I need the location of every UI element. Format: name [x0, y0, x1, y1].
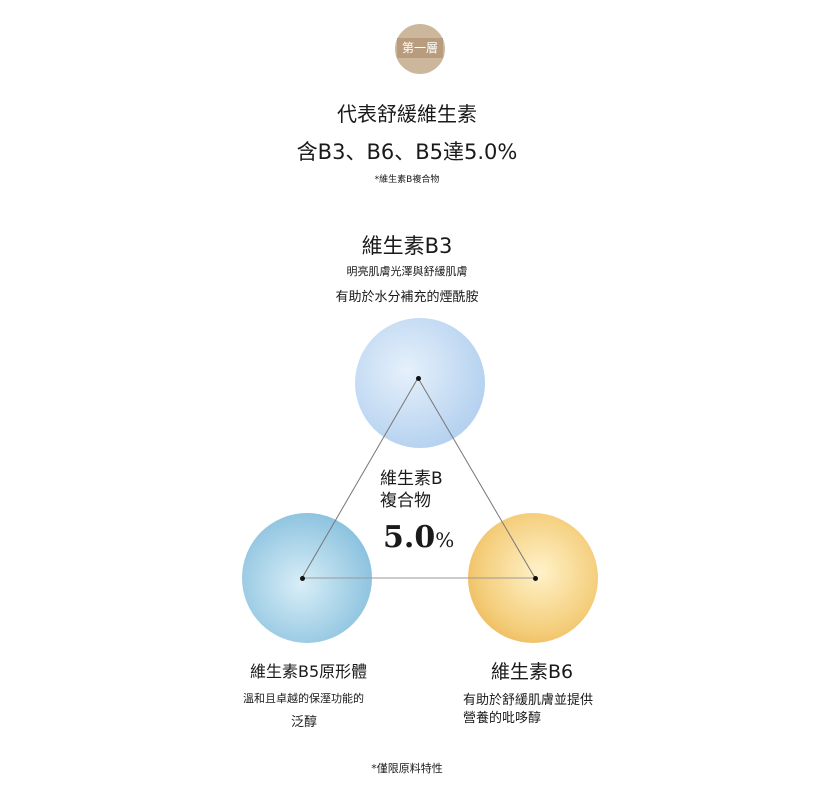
- left-node-dot: [300, 576, 305, 581]
- center-value: 5.0%: [383, 520, 454, 555]
- b3-molecule-image: [355, 318, 485, 448]
- center-value-number: 5.0: [383, 520, 436, 555]
- footnote: *僅限原料特性: [371, 762, 443, 775]
- layer-badge-label: 第一層: [397, 38, 443, 58]
- center-label-line1: 維生素B: [380, 469, 443, 489]
- b5-desc2: 泛醇: [291, 715, 318, 730]
- headline-line2: 含B3、B6、B5達5.0%: [296, 140, 518, 164]
- center-label-line2: 複合物: [380, 491, 431, 511]
- b3-title: 維生素B3: [361, 234, 453, 258]
- center-label: 維生素B 複合物: [380, 468, 443, 512]
- b6-title: 維生素B6: [491, 661, 574, 683]
- b3-desc1: 明亮肌膚光澤與舒緩肌膚: [346, 265, 468, 278]
- headline-line1: 代表舒緩維生素: [337, 102, 477, 126]
- top-node-dot: [416, 376, 421, 381]
- b5-desc1: 溫和且卓越的保溼功能的: [243, 692, 364, 705]
- b3-desc2: 有助於水分補充的煙酰胺: [335, 290, 479, 305]
- b6-desc2: 營養的吡哆醇: [463, 711, 542, 726]
- b6-desc1: 有助於舒緩肌膚並提供: [463, 693, 594, 708]
- right-node-dot: [533, 576, 538, 581]
- center-value-unit: %: [435, 528, 455, 552]
- layer-badge: 第一層: [395, 24, 445, 74]
- headline-note: *維生素B複合物: [374, 175, 440, 185]
- b5-title: 維生素B5原形體: [250, 662, 368, 681]
